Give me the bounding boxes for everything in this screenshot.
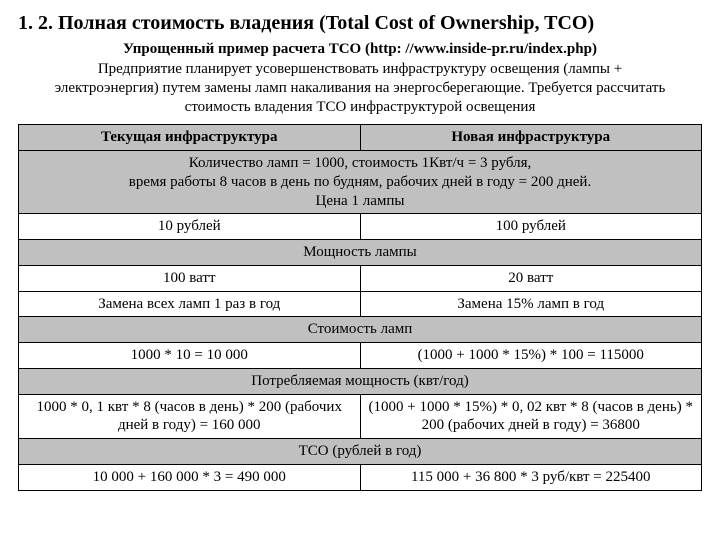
table-cell-right: Замена 15% ламп в год <box>360 291 702 317</box>
intro-paragraph: Предприятие планирует усовершенствовать … <box>48 60 672 116</box>
table-cell-left: 10 рублей <box>19 214 361 240</box>
table-cell-right: (1000 + 1000 * 15%) * 100 = 115000 <box>360 343 702 369</box>
table-cell-right: 115 000 + 36 800 * 3 руб/квт = 225400 <box>360 464 702 490</box>
table-row-span: Мощность лампы <box>19 240 702 266</box>
table-cell-right: (1000 + 1000 * 15%) * 0, 02 квт * 8 (час… <box>360 394 702 439</box>
table-cell-right: 20 ватт <box>360 265 702 291</box>
tco-table-body: Текущая инфраструктура Новая инфраструкт… <box>19 125 702 490</box>
example-subtitle: Упрощенный пример расчета ТСО (http: //w… <box>18 41 702 58</box>
col-header-current: Текущая инфраструктура <box>19 125 361 151</box>
table-row-span: Стоимость ламп <box>19 317 702 343</box>
col-header-new: Новая инфраструктура <box>360 125 702 151</box>
table-cell-left: 10 000 + 160 000 * 3 = 490 000 <box>19 464 361 490</box>
tco-table: Текущая инфраструктура Новая инфраструкт… <box>18 124 702 490</box>
table-row-span: Потребляемая мощность (квт/год) <box>19 368 702 394</box>
table-cell-left: Замена всех ламп 1 раз в год <box>19 291 361 317</box>
table-row-span: Количество ламп = 1000, стоимость 1Квт/ч… <box>19 151 702 214</box>
page-title: 1. 2. Полная стоимость владения (Total C… <box>18 12 702 35</box>
table-cell-left: 100 ватт <box>19 265 361 291</box>
table-row-span: ТСО (рублей в год) <box>19 439 702 465</box>
table-cell-right: 100 рублей <box>360 214 702 240</box>
table-cell-left: 1000 * 10 = 10 000 <box>19 343 361 369</box>
table-cell-left: 1000 * 0, 1 квт * 8 (часов в день) * 200… <box>19 394 361 439</box>
